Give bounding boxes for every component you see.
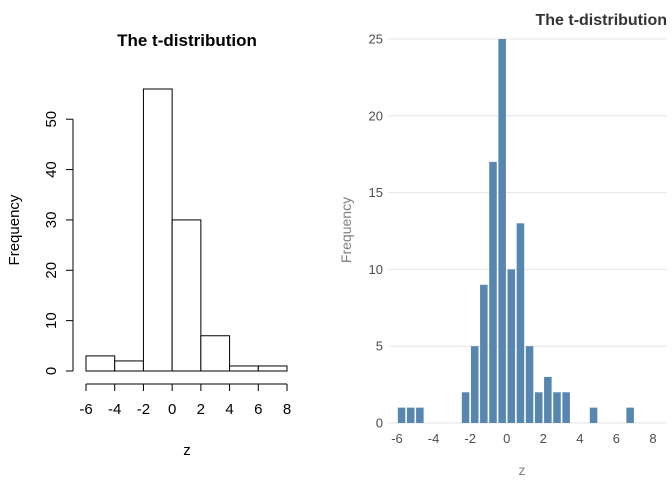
- left-x-tick-label: -6: [79, 401, 92, 418]
- right-y-tick-label: 20: [369, 108, 383, 123]
- left-bar: [257, 365, 288, 372]
- left-bars: [85, 88, 288, 372]
- right-bar: [553, 392, 561, 423]
- right-bar: [480, 284, 488, 423]
- right-x-tick-label: 4: [576, 431, 583, 446]
- right-x-tick-label: 8: [649, 431, 656, 446]
- left-y-axis: 0 10 20 30 40 50: [43, 111, 74, 375]
- right-x-axis-label: z: [519, 462, 526, 478]
- right-y-tick-label: 25: [369, 32, 383, 47]
- left-x-tick-label: 2: [197, 401, 205, 418]
- right-y-tick-label: 15: [369, 185, 383, 200]
- right-x-axis: -6 -4 -2 0 2 4 6 8: [391, 431, 656, 446]
- right-bar: [626, 407, 634, 423]
- right-histogram: -6 -4 -2 0 2 4 6 8 0 5 10 15 20 25 The t-distributio…: [338, 12, 667, 478]
- right-bar: [507, 269, 516, 423]
- right-y-tick-label: 5: [376, 339, 383, 354]
- left-x-axis: -6 -4 -2 0 2 4 6 8: [79, 383, 291, 418]
- left-y-tick-label: 50: [43, 111, 60, 128]
- right-x-tick-label: -2: [464, 431, 476, 446]
- right-x-tick-label: -6: [391, 431, 403, 446]
- left-x-tick-label: 8: [283, 401, 291, 418]
- right-bar: [416, 407, 424, 423]
- right-bar: [589, 407, 598, 423]
- left-bar: [229, 365, 259, 372]
- left-y-tick-label: 10: [43, 312, 60, 329]
- left-y-tick-label: 40: [43, 161, 60, 178]
- right-x-tick-label: 2: [540, 431, 547, 446]
- right-bar: [534, 392, 543, 423]
- left-x-tick-label: -2: [137, 401, 150, 418]
- right-bar: [525, 346, 534, 423]
- right-bar: [461, 392, 470, 423]
- right-bar: [397, 407, 406, 423]
- right-y-tick-label: 10: [369, 262, 383, 277]
- left-chart-title: The t-distribution: [117, 31, 257, 50]
- left-bar: [200, 335, 231, 372]
- left-x-tick-label: 4: [225, 401, 233, 418]
- left-x-tick-label: 6: [254, 401, 262, 418]
- right-y-axis-label: Frequency: [338, 197, 354, 263]
- right-y-tick-label: 0: [376, 416, 383, 431]
- left-x-tick-label: 0: [168, 401, 176, 418]
- right-y-axis: 0 5 10 15 20 25: [369, 32, 383, 431]
- right-bar: [470, 346, 479, 423]
- right-bar: [406, 407, 415, 423]
- right-x-tick-label: -4: [428, 431, 440, 446]
- right-bar: [498, 39, 506, 423]
- left-y-tick-label: 30: [43, 212, 60, 229]
- right-bar: [489, 161, 497, 423]
- left-x-axis-label: z: [183, 442, 191, 459]
- right-bar: [516, 223, 525, 423]
- left-y-tick-label: 20: [43, 262, 60, 279]
- left-x-tick-label: -4: [108, 401, 121, 418]
- right-x-tick-label: 6: [613, 431, 620, 446]
- right-chart-title: The t-distribution: [535, 12, 667, 29]
- left-bar: [142, 88, 173, 372]
- left-bar: [171, 219, 202, 372]
- right-x-tick-label: 0: [503, 431, 510, 446]
- left-bar: [114, 360, 144, 372]
- left-histogram: The t-distribution z Frequency -6 -4 -2 0 2 4…: [6, 31, 291, 459]
- right-bar: [562, 392, 570, 423]
- left-y-tick-label: 0: [43, 367, 60, 375]
- right-bars: [397, 39, 634, 423]
- left-bar: [85, 355, 116, 372]
- right-bar: [544, 376, 552, 423]
- left-y-axis-label: Frequency: [6, 194, 23, 265]
